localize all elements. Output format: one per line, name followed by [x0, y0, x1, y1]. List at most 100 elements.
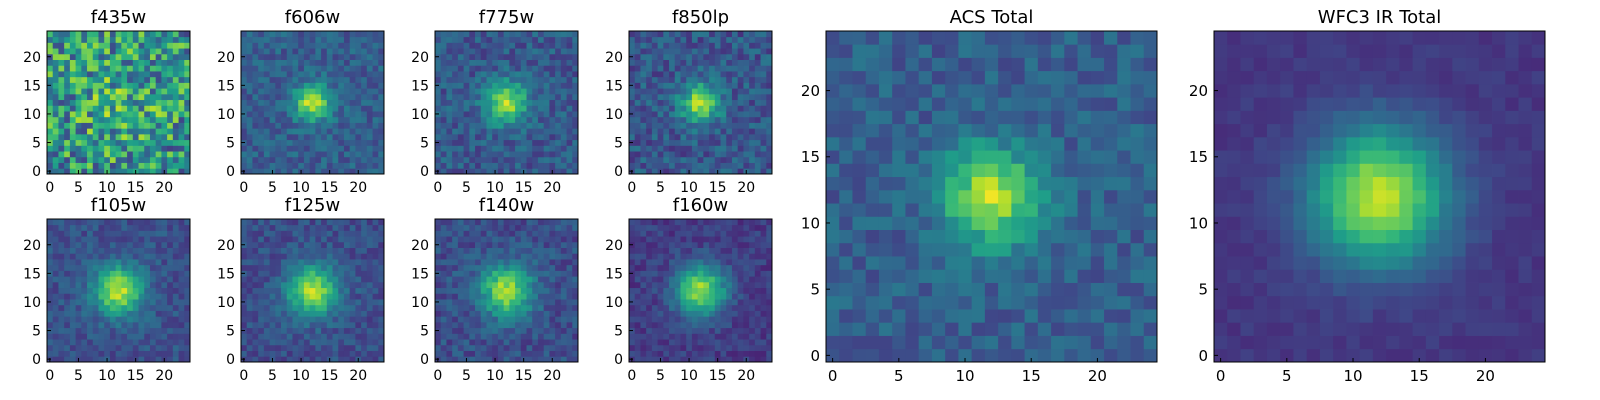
heatmap-cell [469, 259, 476, 266]
heatmap-cell [109, 333, 117, 340]
heatmap-cell [87, 31, 94, 38]
heatmap-cell [144, 71, 151, 78]
heatmap-cell [760, 139, 767, 146]
heatmap-cell [69, 93, 76, 101]
heatmap-cell [492, 71, 499, 78]
heatmap-cell [246, 344, 253, 351]
heatmap-cell [497, 304, 505, 311]
heatmap-cell [138, 65, 145, 72]
heatmap-cell [520, 31, 527, 38]
heatmap-cell [537, 310, 545, 317]
heatmap-cell [549, 299, 556, 306]
heatmap-cell [492, 247, 499, 254]
heatmap-cell [132, 339, 139, 346]
heatmap-cell [303, 310, 311, 317]
heatmap-cell [258, 93, 265, 101]
heatmap-cell [366, 236, 373, 243]
heatmap-cell [469, 88, 476, 95]
heatmap-cell [463, 48, 470, 55]
heatmap-cell [155, 162, 162, 169]
x-tick-label: 20 [155, 368, 173, 384]
heatmap-cell [720, 111, 727, 118]
heatmap-cell [435, 122, 442, 129]
heatmap-cell [720, 356, 727, 363]
heatmap-cell [161, 31, 168, 38]
heatmap-cell [52, 122, 59, 129]
heatmap-cell [663, 162, 670, 169]
x-tick-label: 0 [433, 180, 442, 196]
heatmap-cell [309, 151, 316, 158]
heatmap-cell [258, 230, 265, 237]
heatmap-cell [127, 139, 134, 146]
heatmap-cell [497, 259, 505, 266]
heatmap-cell [355, 31, 362, 38]
heatmap-cell [178, 253, 185, 260]
heatmap-cell [167, 116, 174, 123]
heatmap-cell [92, 264, 99, 271]
heatmap-cell [263, 65, 270, 72]
heatmap-cell [492, 99, 499, 106]
heatmap-cell [532, 310, 539, 317]
heatmap-cell [263, 156, 270, 163]
heatmap-cell [543, 339, 550, 346]
heatmap-cell [144, 82, 151, 89]
heatmap-cell [560, 128, 567, 135]
heatmap-cell [726, 82, 733, 89]
heatmap-cell [509, 151, 516, 158]
heatmap-cell [343, 270, 351, 277]
heatmap-cell [480, 321, 487, 329]
heatmap-cell [743, 122, 750, 129]
heatmap-cell [252, 356, 259, 363]
heatmap-cell [566, 281, 573, 289]
heatmap-cell [241, 88, 248, 95]
heatmap-cell [749, 321, 756, 329]
heatmap-cell [155, 327, 162, 334]
heatmap-cell [155, 356, 162, 363]
heatmap-cell [532, 116, 539, 123]
heatmap-cell [766, 270, 773, 277]
heatmap-cell [486, 99, 493, 106]
heatmap-cell [475, 65, 482, 72]
heatmap-cell [275, 350, 282, 357]
heatmap-cell [697, 145, 704, 152]
heatmap-cell [161, 111, 168, 118]
heatmap-cell [69, 105, 76, 112]
heatmap-cell [281, 48, 288, 55]
heatmap-cell [161, 99, 168, 106]
heatmap-cell [766, 53, 773, 60]
heatmap-cell [766, 304, 773, 311]
heatmap-cell [161, 76, 168, 83]
heatmap-cell [749, 350, 756, 357]
heatmap-cell [743, 299, 750, 306]
heatmap-cell [332, 310, 339, 317]
heatmap-cell [178, 36, 185, 43]
heatmap-cell [509, 224, 516, 231]
heatmap-cell [269, 156, 276, 163]
heatmap-cell [241, 65, 248, 72]
heatmap-cell [115, 145, 122, 152]
heatmap-cell [566, 31, 573, 38]
heatmap-cell [703, 259, 710, 266]
heatmap-cell [161, 350, 168, 357]
heatmap-cell [720, 287, 727, 294]
heatmap-cell [566, 59, 573, 66]
heatmap-cell [172, 65, 179, 72]
heatmap-cell [440, 259, 447, 266]
heatmap-cell [98, 133, 105, 141]
heatmap-cell [98, 270, 105, 277]
heatmap-cell [115, 99, 122, 106]
heatmap-cell [252, 310, 259, 317]
heatmap-cell [435, 36, 442, 43]
heatmap-cell [452, 356, 459, 363]
heatmap-cell [326, 122, 333, 129]
heatmap-cell [697, 321, 704, 329]
heatmap-cell [298, 236, 305, 243]
heatmap-cell [298, 224, 305, 231]
heatmap-cell [378, 316, 385, 323]
heatmap-cell [47, 122, 54, 129]
heatmap-cell [275, 356, 282, 363]
heatmap-cell [646, 264, 653, 271]
heatmap-cell [132, 304, 139, 311]
heatmap-cell [338, 31, 345, 38]
heatmap-cell [743, 344, 750, 351]
